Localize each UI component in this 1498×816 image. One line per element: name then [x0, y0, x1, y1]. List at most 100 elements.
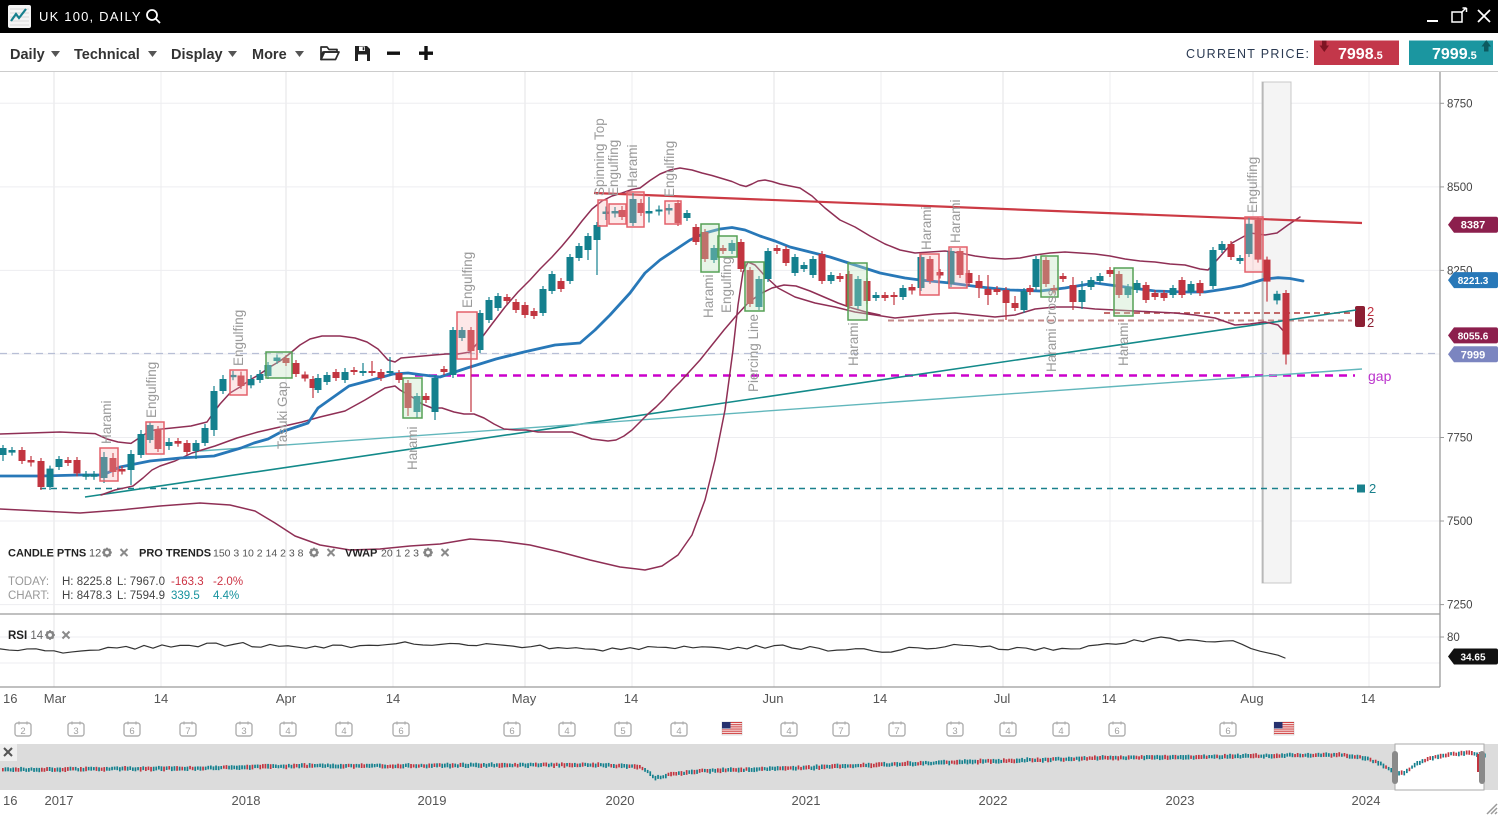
svg-text:14: 14 [154, 691, 168, 706]
svg-text:CANDLE PTNS: CANDLE PTNS [8, 548, 86, 560]
svg-text:7500: 7500 [1447, 516, 1473, 528]
svg-text:Engulfing: Engulfing [606, 140, 621, 196]
svg-text:8500: 8500 [1447, 182, 1473, 194]
svg-text:5: 5 [620, 726, 625, 737]
svg-text:Engulfing: Engulfing [719, 257, 734, 313]
svg-text:7999: 7999 [1461, 349, 1485, 361]
svg-text:16: 16 [3, 691, 17, 706]
svg-text:4: 4 [1058, 726, 1063, 737]
svg-text:Harami Cross: Harami Cross [1044, 289, 1059, 372]
svg-text:339.5: 339.5 [171, 590, 200, 602]
svg-text:8055.6: 8055.6 [1458, 331, 1489, 342]
svg-text:12: 12 [89, 548, 101, 560]
svg-text:2019: 2019 [418, 793, 447, 808]
svg-text:Harami: Harami [919, 206, 934, 250]
svg-text:Engulfing: Engulfing [662, 141, 677, 197]
svg-text:80: 80 [1447, 632, 1460, 644]
svg-text:Piercing Line: Piercing Line [746, 314, 761, 392]
svg-text:CURRENT PRICE:: CURRENT PRICE: [1186, 47, 1310, 61]
svg-text:Aug: Aug [1240, 691, 1263, 706]
svg-text:8221.3: 8221.3 [1458, 276, 1489, 287]
svg-text:2: 2 [1369, 481, 1376, 496]
svg-text:Harami: Harami [625, 144, 640, 188]
svg-text:RSI 14: RSI 14 [8, 630, 44, 642]
svg-text:3: 3 [952, 726, 957, 737]
svg-text:7: 7 [838, 726, 843, 737]
svg-text:14: 14 [386, 691, 400, 706]
svg-text:Harami: Harami [948, 199, 963, 243]
svg-text:2023: 2023 [1166, 793, 1195, 808]
svg-text:-2.0%: -2.0% [213, 576, 243, 588]
svg-text:4: 4 [1005, 726, 1010, 737]
svg-text:UK 100, DAILY: UK 100, DAILY [39, 9, 142, 24]
svg-text:4: 4 [676, 726, 681, 737]
svg-text:Engulfing: Engulfing [460, 252, 475, 308]
svg-text:L: 7594.9: L: 7594.9 [117, 590, 165, 602]
svg-text:6: 6 [398, 726, 403, 737]
svg-text:Mar: Mar [44, 691, 67, 706]
svg-text:Apr: Apr [276, 691, 297, 706]
svg-text:7750: 7750 [1447, 433, 1473, 445]
svg-text:Tasuki Gap: Tasuki Gap [275, 381, 290, 449]
svg-text:Jul: Jul [994, 691, 1011, 706]
svg-text:20 1 2 3: 20 1 2 3 [381, 548, 419, 560]
svg-text:14: 14 [1102, 691, 1116, 706]
svg-text:VWAP: VWAP [345, 548, 377, 560]
svg-text:6: 6 [129, 726, 134, 737]
svg-text:7250: 7250 [1447, 600, 1473, 612]
svg-text:Daily: Daily [10, 47, 45, 63]
svg-text:Harami: Harami [1116, 322, 1131, 366]
svg-text:14: 14 [1361, 691, 1375, 706]
svg-text:L: 7967.0: L: 7967.0 [117, 576, 165, 588]
svg-text:8387: 8387 [1461, 220, 1485, 232]
svg-text:2021: 2021 [792, 793, 821, 808]
svg-text:More: More [252, 47, 287, 63]
svg-text:34.65: 34.65 [1460, 653, 1485, 664]
svg-text:gap: gap [1368, 368, 1392, 384]
svg-text:2018: 2018 [232, 793, 261, 808]
svg-text:Engulfing: Engulfing [1245, 157, 1260, 213]
svg-text:4: 4 [341, 726, 346, 737]
svg-text:7998.5: 7998.5 [1338, 46, 1383, 63]
svg-text:Technical: Technical [74, 47, 140, 63]
svg-text:2: 2 [1367, 315, 1374, 330]
svg-text:H: 8478.3: H: 8478.3 [62, 590, 112, 602]
svg-text:4: 4 [285, 726, 290, 737]
svg-text:Spinning Top: Spinning Top [592, 118, 607, 196]
svg-text:May: May [512, 691, 537, 706]
svg-text:6: 6 [1114, 726, 1119, 737]
svg-text:2020: 2020 [606, 793, 635, 808]
svg-text:7: 7 [185, 726, 190, 737]
svg-text:4: 4 [786, 726, 791, 737]
svg-text:TODAY:: TODAY: [8, 576, 49, 588]
svg-text:7: 7 [894, 726, 899, 737]
svg-text:8750: 8750 [1447, 98, 1473, 110]
svg-text:Engulfing: Engulfing [144, 362, 159, 418]
svg-text:2022: 2022 [979, 793, 1008, 808]
svg-text:2: 2 [20, 726, 25, 737]
svg-text:7999.5: 7999.5 [1432, 46, 1477, 63]
svg-text:2024: 2024 [1352, 793, 1381, 808]
svg-text:Engulfing: Engulfing [231, 310, 246, 366]
svg-text:2017: 2017 [45, 793, 74, 808]
svg-text:6: 6 [1225, 726, 1230, 737]
svg-text:Harami: Harami [99, 400, 114, 444]
svg-text:Display: Display [171, 47, 223, 63]
svg-text:4: 4 [564, 726, 569, 737]
svg-text:150 3 10 2 14 2 3 8: 150 3 10 2 14 2 3 8 [213, 548, 304, 560]
svg-text:3: 3 [73, 726, 78, 737]
svg-text:CHART:: CHART: [8, 590, 49, 602]
svg-text:Jun: Jun [763, 691, 784, 706]
svg-text:Harami: Harami [405, 426, 420, 470]
svg-text:3: 3 [241, 726, 246, 737]
svg-text:4.4%: 4.4% [213, 590, 239, 602]
svg-text:Harami: Harami [846, 322, 861, 366]
svg-text:14: 14 [873, 691, 887, 706]
svg-text:PRO TRENDS: PRO TRENDS [139, 548, 211, 560]
svg-text:-163.3: -163.3 [171, 576, 204, 588]
svg-text:Harami: Harami [701, 274, 716, 318]
svg-text:6: 6 [509, 726, 514, 737]
svg-text:14: 14 [624, 691, 638, 706]
svg-text:16: 16 [3, 793, 17, 808]
svg-text:2: 2 [1367, 304, 1374, 319]
